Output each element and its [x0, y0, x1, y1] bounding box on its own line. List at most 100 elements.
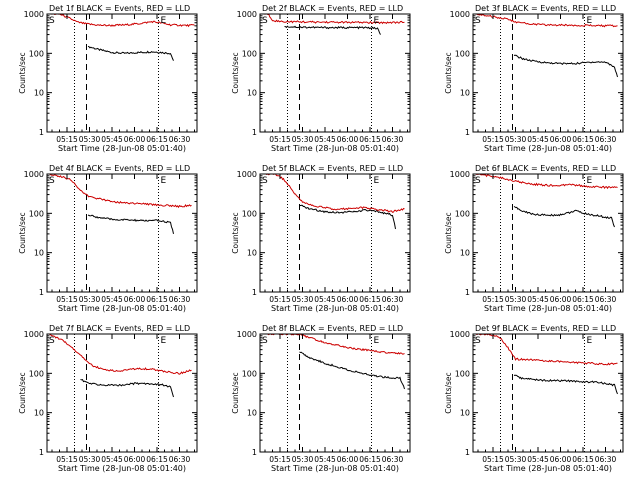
lld-series-line — [474, 13, 618, 28]
events-series-line — [284, 25, 381, 35]
y-axis-title: Counts/sec — [231, 372, 240, 413]
events-series-line — [87, 45, 174, 61]
corner-label: S — [49, 16, 55, 26]
corner-label: E — [587, 16, 593, 26]
panel-2: Det 2f BLACK = Events, RED = LLD S E 1 10 100… — [231, 4, 411, 153]
y-axis-title: Counts/sec — [18, 52, 27, 93]
panel-title: Det 7f BLACK = Events, RED = LLD — [49, 324, 190, 333]
x-tick-label: 05:45 — [101, 295, 123, 304]
y-tick-label: 100 — [455, 49, 470, 58]
y-tick-label: 1000 — [24, 330, 44, 339]
corner-label: S — [262, 16, 268, 26]
y-axis-title: Counts/sec — [18, 212, 27, 253]
y-tick-label: 1 — [465, 128, 470, 137]
y-axis-title: Counts/sec — [18, 372, 27, 413]
y-tick-label: 1000 — [24, 10, 44, 19]
events-series-line — [513, 205, 615, 228]
lld-series-line — [262, 173, 405, 213]
corner-label: E — [374, 16, 380, 26]
lld-series-line — [48, 173, 192, 209]
y-tick-label: 10 — [247, 89, 257, 98]
panel-title: Det 1f BLACK = Events, RED = LLD — [49, 4, 190, 13]
y-tick-label: 100 — [242, 49, 257, 58]
panel-title: Det 4f BLACK = Events, RED = LLD — [49, 164, 190, 173]
x-axis-title: Start Time (28-Jun-08 05:01:40) — [58, 144, 186, 153]
x-tick-label: 06:30 — [382, 455, 404, 464]
panel-6: Det 6f BLACK = Events, RED = LLD S E 1 10 100… — [444, 164, 624, 313]
x-tick-label: 05:15 — [56, 455, 78, 464]
y-axis-title: Counts/sec — [444, 52, 453, 93]
x-tick-label: 06:00 — [124, 295, 146, 304]
x-tick-label: 05:45 — [314, 295, 336, 304]
plot-frame — [259, 13, 411, 133]
corner-label: E — [374, 336, 380, 346]
corner-label: S — [475, 336, 481, 346]
y-tick-label: 100 — [242, 369, 257, 378]
y-tick-label: 100 — [242, 209, 257, 218]
x-tick-label: 06:30 — [595, 295, 617, 304]
panel-3: Det 3f BLACK = Events, RED = LLD S E 1 10 100… — [444, 4, 624, 153]
corner-label: S — [262, 176, 268, 186]
y-tick-label: 100 — [29, 209, 44, 218]
x-tick-label: 06:00 — [337, 455, 359, 464]
x-tick-label: 06:00 — [124, 135, 146, 144]
x-tick-label: 05:15 — [482, 135, 504, 144]
panel-title: Det 5f BLACK = Events, RED = LLD — [262, 164, 403, 173]
y-tick-label: 100 — [29, 49, 44, 58]
x-tick-label: 05:30 — [79, 455, 101, 464]
x-tick-label: 05:45 — [527, 455, 549, 464]
x-axis-title: Start Time (28-Jun-08 05:01:40) — [271, 464, 399, 473]
x-tick-label: 05:45 — [314, 135, 336, 144]
x-tick-label: 05:15 — [482, 295, 504, 304]
plot-frame — [46, 333, 198, 453]
x-tick-label: 06:30 — [169, 295, 191, 304]
x-tick-label: 06:30 — [595, 135, 617, 144]
y-tick-label: 1000 — [450, 330, 470, 339]
events-series-line — [80, 378, 174, 398]
events-series-line — [513, 54, 618, 78]
plot-frame — [46, 13, 198, 133]
y-axis-title: Counts/sec — [444, 372, 453, 413]
y-tick-label: 1000 — [237, 10, 257, 19]
plot-frame — [46, 173, 198, 293]
x-tick-label: 05:45 — [527, 135, 549, 144]
lld-series-line — [48, 333, 192, 375]
x-tick-label: 05:30 — [505, 295, 527, 304]
x-tick-label: 06:15 — [359, 295, 381, 304]
y-tick-label: 1 — [39, 448, 44, 457]
panel-1: Det 1f BLACK = Events, RED = LLD S E 1 10 100… — [18, 4, 198, 153]
x-tick-label: 06:00 — [124, 455, 146, 464]
corner-label: S — [262, 336, 268, 346]
y-tick-label: 1000 — [237, 170, 257, 179]
plot-frame — [259, 173, 411, 293]
lld-series-line — [49, 13, 195, 28]
y-tick-label: 1 — [252, 128, 257, 137]
y-axis-title: Counts/sec — [231, 52, 240, 93]
plot-frame — [472, 333, 624, 453]
events-series-line — [87, 214, 174, 235]
corner-label: S — [475, 176, 481, 186]
y-tick-label: 10 — [34, 409, 44, 418]
corner-label: S — [49, 176, 55, 186]
x-tick-label: 05:30 — [292, 455, 314, 464]
events-series-line — [513, 374, 618, 395]
panel-8: Det 8f BLACK = Events, RED = LLD S E 1 10 100… — [231, 324, 411, 473]
y-tick-label: 10 — [460, 409, 470, 418]
y-axis-title: Counts/sec — [231, 212, 240, 253]
lld-series-line — [262, 333, 405, 355]
x-axis-title: Start Time (28-Jun-08 05:01:40) — [271, 304, 399, 313]
x-tick-label: 06:15 — [146, 295, 168, 304]
x-axis-title: Start Time (28-Jun-08 05:01:40) — [484, 144, 612, 153]
panel-9: Det 9f BLACK = Events, RED = LLD S E 1 10 100… — [444, 324, 624, 473]
x-tick-label: 05:30 — [292, 135, 314, 144]
x-tick-label: 05:30 — [79, 295, 101, 304]
x-tick-label: 06:30 — [382, 135, 404, 144]
panel-title: Det 6f BLACK = Events, RED = LLD — [475, 164, 616, 173]
x-tick-label: 06:00 — [337, 135, 359, 144]
x-tick-label: 06:30 — [169, 455, 191, 464]
y-tick-label: 10 — [34, 249, 44, 258]
y-tick-label: 1000 — [450, 170, 470, 179]
x-tick-label: 05:15 — [56, 295, 78, 304]
x-axis-title: Start Time (28-Jun-08 05:01:40) — [484, 304, 612, 313]
y-tick-label: 1 — [252, 288, 257, 297]
